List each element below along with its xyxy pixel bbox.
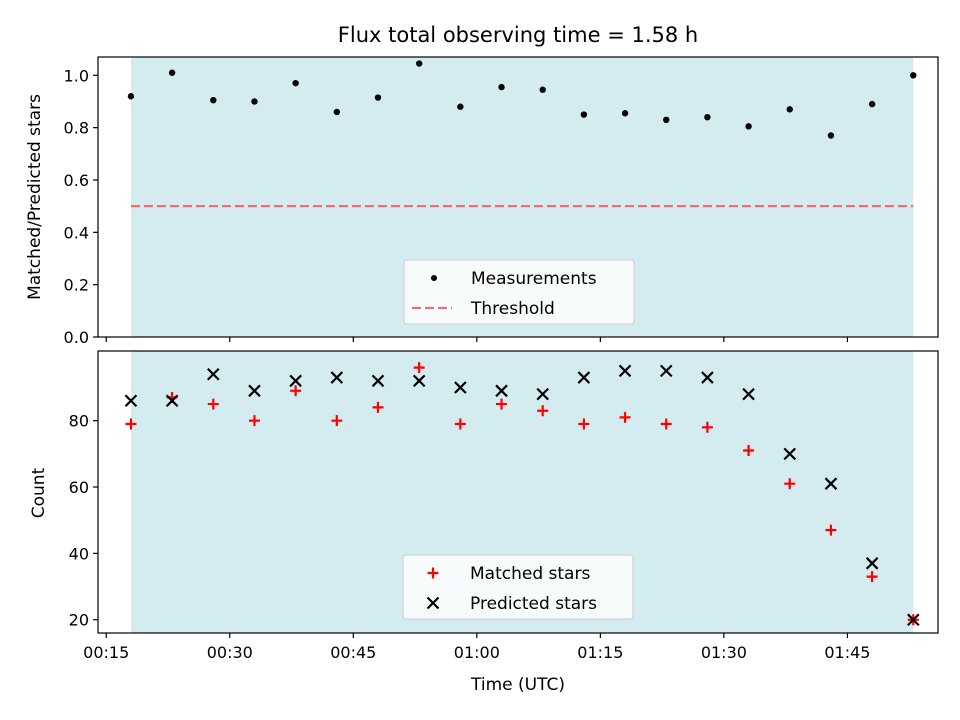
predicted-star-point xyxy=(907,613,920,627)
matched-star-point xyxy=(784,478,796,490)
predicted-star-point xyxy=(618,364,632,378)
measurement-point xyxy=(292,79,299,87)
series-predicted-stars xyxy=(124,364,920,627)
x-tick-label: 00:30 xyxy=(207,643,253,662)
measurement-point xyxy=(868,100,876,108)
measurement-point xyxy=(663,116,670,124)
series-matched-stars xyxy=(125,362,919,626)
legend-marker-measurements xyxy=(431,275,437,281)
measurement-point xyxy=(210,96,217,104)
predicted-star-point xyxy=(742,387,755,401)
series-measurements xyxy=(127,60,917,139)
predicted-star-point xyxy=(824,477,838,490)
measurement-point xyxy=(415,60,423,67)
matched-star-point xyxy=(413,362,425,374)
legend: Measurements Threshold xyxy=(403,259,635,325)
x-tick-label: 01:15 xyxy=(577,643,623,662)
x-tick-label: 01:00 xyxy=(454,643,500,662)
matched-star-point xyxy=(578,418,590,430)
matched-star-point xyxy=(290,385,302,397)
chart-title: Flux total observing time = 1.58 h xyxy=(338,23,698,47)
measurement-point xyxy=(910,72,917,79)
matched-star-point xyxy=(825,524,837,536)
predicted-star-point xyxy=(659,364,673,378)
y-tick-label: 0.4 xyxy=(64,223,89,242)
matched-star-point xyxy=(537,405,549,417)
matched-star-point xyxy=(866,571,878,583)
matched-star-point xyxy=(619,411,631,423)
measurement-point xyxy=(621,110,629,117)
matched-star-point xyxy=(372,401,384,413)
measurement-point xyxy=(704,113,711,121)
axes-frame xyxy=(97,56,939,338)
x-axis-label: Time (UTC) xyxy=(470,675,565,695)
predicted-star-point xyxy=(536,387,549,401)
y-tick-label: 0.8 xyxy=(64,119,89,138)
legend-marker-predicted xyxy=(426,596,440,610)
measurement-point xyxy=(127,93,135,100)
legend-box xyxy=(403,259,635,325)
y-tick-label: 1.0 xyxy=(64,66,89,85)
matched-star-point xyxy=(125,418,137,430)
measurement-point xyxy=(786,106,793,113)
matched-star-point xyxy=(454,418,466,430)
y-axis-label-ratio: Matched/Predicted stars xyxy=(25,94,45,300)
predicted-star-point xyxy=(865,557,879,570)
ratio-panel: 0.0 0.2 0.4 0.6 0.8 1.0 Measurements Threshold xyxy=(64,56,939,347)
predicted-star-point xyxy=(207,367,220,381)
count-panel: 20 40 60 80 00:15 00:30 00:45 01:00 01:15 01:30 01… xyxy=(69,350,939,662)
matched-star-point xyxy=(660,418,672,430)
measurement-point xyxy=(580,111,588,118)
matched-star-point xyxy=(207,398,219,410)
measurement-point xyxy=(374,94,382,101)
predicted-star-point xyxy=(124,394,138,408)
y-tick-label: 20 xyxy=(69,611,89,630)
matched-star-point xyxy=(496,398,508,410)
y-axis-label-count: Count xyxy=(29,467,49,518)
predicted-star-point xyxy=(783,447,797,461)
x-tick-label: 00:45 xyxy=(330,643,376,662)
predicted-star-point xyxy=(248,384,261,398)
measurement-point xyxy=(251,98,258,105)
legend-box xyxy=(402,554,634,620)
axes-frame xyxy=(97,350,939,634)
measurement-point xyxy=(539,86,546,93)
legend-label: Matched stars xyxy=(470,564,590,584)
matched-star-point xyxy=(701,421,713,433)
x-tick-label: 01:45 xyxy=(824,643,870,662)
x-tick-label: 00:15 xyxy=(83,643,129,662)
y-tick-label: 40 xyxy=(69,544,89,563)
measurement-point xyxy=(457,103,464,110)
matched-star-point xyxy=(248,415,260,427)
legend-marker-matched xyxy=(427,567,439,579)
predicted-star-point xyxy=(165,394,179,408)
predicted-star-point xyxy=(412,374,426,388)
predicted-star-point xyxy=(289,374,302,388)
predicted-star-point xyxy=(701,371,714,384)
y-tick-label: 0.6 xyxy=(64,171,89,190)
y-tick-label: 80 xyxy=(69,412,89,431)
legend-label: Threshold xyxy=(470,299,555,319)
predicted-star-point xyxy=(577,371,591,384)
matched-star-point xyxy=(331,415,343,427)
y-tick-label: 60 xyxy=(69,478,89,497)
legend-label: Measurements xyxy=(471,269,597,289)
measurement-point xyxy=(745,123,752,130)
predicted-star-point xyxy=(330,371,344,384)
legend-label: Predicted stars xyxy=(470,594,597,614)
predicted-star-point xyxy=(495,384,508,398)
measurement-point xyxy=(333,108,341,116)
matched-star-point xyxy=(743,445,755,457)
predicted-star-point xyxy=(454,381,467,394)
legend: Matched stars Predicted stars xyxy=(402,554,634,620)
measurement-point xyxy=(827,132,835,139)
y-tick-label: 0.0 xyxy=(64,328,89,347)
predicted-star-point xyxy=(371,374,385,388)
measurement-point xyxy=(168,69,176,76)
measurement-point xyxy=(498,83,505,91)
x-tick-label: 01:30 xyxy=(701,643,747,662)
y-tick-label: 0.2 xyxy=(64,276,89,295)
